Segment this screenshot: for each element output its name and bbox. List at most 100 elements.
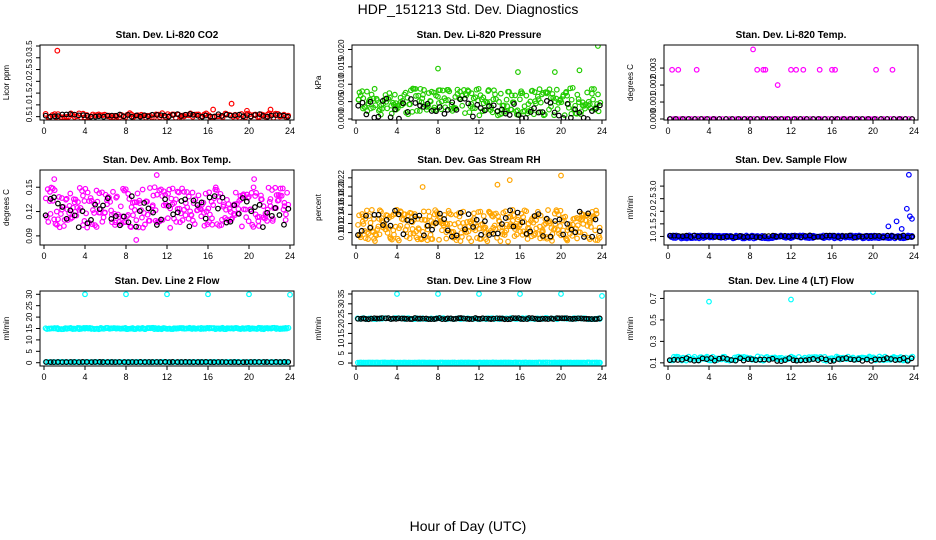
data-point (147, 185, 153, 191)
data-points (355, 172, 603, 245)
x-tick-label: 12 (162, 372, 172, 382)
data-point (174, 209, 181, 216)
x-tick-label: 24 (597, 126, 607, 136)
data-point (744, 116, 751, 120)
data-point (108, 359, 115, 365)
data-point (535, 211, 542, 218)
data-point (401, 211, 408, 218)
data-point (572, 315, 579, 322)
x-tick-label: 8 (747, 372, 752, 382)
data-point (553, 86, 560, 93)
data-point (92, 201, 99, 208)
data-point (104, 195, 111, 202)
chart-panel-8: Stan. Dev. Line 3 Flow ml/min 0 4 8 12 16 20 24 0… (314, 276, 607, 382)
data-point (523, 208, 530, 215)
data-point (704, 233, 710, 239)
data-point (825, 116, 832, 120)
data-point (477, 105, 484, 111)
data-point (441, 110, 448, 117)
data-point (592, 105, 599, 112)
data-point (558, 172, 564, 179)
data-point (380, 222, 386, 228)
data-point (47, 359, 54, 366)
x-tick-label: 8 (435, 372, 440, 382)
data-point (693, 66, 700, 73)
data-point (131, 207, 138, 213)
data-point (67, 190, 74, 197)
x-tick-label: 12 (162, 251, 172, 261)
data-point (133, 223, 139, 230)
data-point (428, 316, 435, 322)
data-point (797, 116, 804, 120)
data-point (672, 116, 679, 120)
data-point (685, 116, 692, 120)
data-point (563, 89, 570, 95)
data-point (386, 90, 393, 97)
y-tick-label: 30 (25, 289, 34, 298)
data-point (383, 216, 390, 223)
data-point (227, 359, 234, 366)
data-point (363, 212, 369, 219)
x-tick-label: 20 (868, 372, 878, 382)
data-point (520, 316, 527, 323)
chart-title: Stan. Dev. Line 3 Flow (427, 276, 532, 287)
data-point (285, 325, 292, 331)
data-point (102, 209, 108, 216)
x-tick-label: 4 (82, 372, 87, 382)
data-point (207, 359, 214, 365)
data-point (828, 116, 835, 120)
data-point (359, 99, 366, 106)
data-point (477, 208, 484, 215)
data-point (549, 91, 556, 97)
y-axis-label: ml/min (2, 317, 11, 341)
x-tick-label: 8 (123, 251, 128, 261)
y-tick-label: 0.10 (337, 224, 346, 240)
data-point (382, 315, 389, 322)
y-axis-label: ml/min (626, 317, 635, 341)
data-point (501, 316, 508, 323)
data-point (259, 224, 266, 231)
x-tick-label: 16 (827, 372, 837, 382)
data-point (250, 224, 257, 230)
data-point (363, 207, 370, 214)
data-point (835, 356, 842, 362)
data-point (469, 105, 476, 112)
data-point (79, 208, 86, 215)
data-point (560, 115, 567, 120)
data-points (666, 46, 916, 120)
data-point (211, 193, 218, 200)
data-point (847, 356, 854, 363)
data-point (63, 215, 70, 222)
data-point (732, 357, 739, 364)
x-tick-label: 0 (665, 372, 670, 382)
data-point (213, 187, 220, 193)
data-point (558, 99, 565, 106)
data-point (88, 216, 94, 223)
data-point (417, 102, 423, 109)
data-point (905, 116, 912, 120)
data-point (419, 95, 426, 102)
data-point (596, 228, 603, 235)
data-point (201, 222, 208, 229)
data-point (55, 200, 61, 207)
y-tick-label: 1.0 (25, 99, 34, 111)
data-point (885, 223, 892, 230)
data-point (719, 116, 726, 120)
data-point (231, 202, 238, 209)
data-point (479, 315, 486, 322)
chart-title: Stan. Dev. Sample Flow (735, 155, 847, 166)
y-tick-label: 3.0 (649, 180, 658, 192)
data-point (387, 94, 393, 101)
x-tick-label: 20 (556, 372, 566, 382)
data-point (287, 291, 293, 298)
data-point (383, 95, 390, 102)
data-point (184, 189, 190, 195)
data-point (153, 359, 160, 365)
data-point (396, 115, 402, 120)
data-point (856, 233, 862, 240)
data-point (179, 217, 186, 224)
data-point (173, 218, 180, 225)
data-point (108, 215, 115, 222)
data-point (503, 227, 510, 234)
data-point (803, 116, 810, 120)
